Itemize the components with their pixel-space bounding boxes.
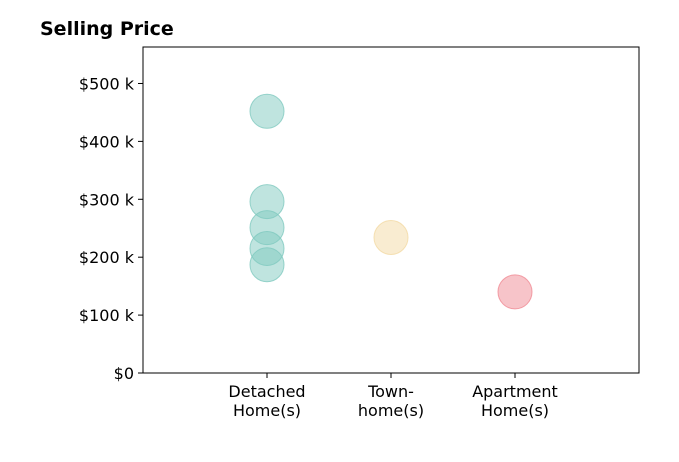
x-tick-label: Apartment Home(s) (472, 382, 558, 420)
y-tick-label: $300 k (79, 190, 135, 209)
point (373, 220, 409, 256)
chart-title: Selling Price (40, 18, 174, 40)
point (497, 274, 533, 310)
point (249, 247, 285, 283)
x-tick-label: Detached Home(s) (228, 382, 305, 420)
y-tick-label: $500 k (79, 74, 135, 93)
y-tick-label: $200 k (79, 248, 135, 267)
plot-frame (142, 46, 640, 374)
y-tick-label: $100 k (79, 306, 135, 325)
y-tick-label: $400 k (79, 132, 135, 151)
point (249, 93, 285, 129)
x-tick-label: Town-home(s) (358, 382, 424, 420)
y-tick-label: $0 (114, 364, 134, 383)
